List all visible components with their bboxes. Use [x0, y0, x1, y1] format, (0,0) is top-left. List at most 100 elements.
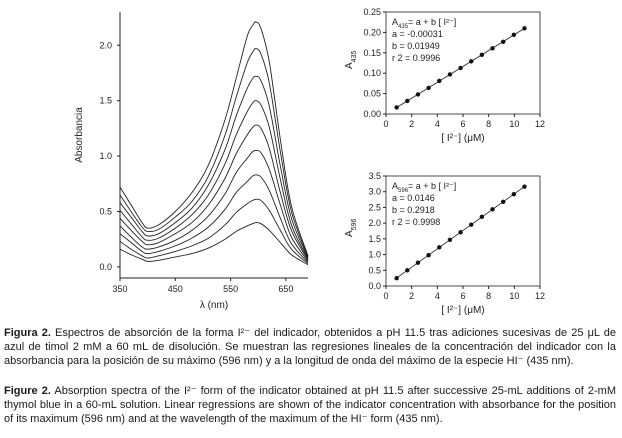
spectrum-line-3	[119, 75, 309, 259]
reg596-data-point	[447, 237, 453, 242]
reg596-y-axis-label: A596	[344, 219, 358, 237]
reg435-data-point	[426, 85, 431, 91]
reg596-y-tick-label: 3.0	[368, 187, 381, 197]
reg435-x-tick-label: 2	[409, 119, 414, 129]
y-tick-label: 1.0	[99, 151, 112, 161]
reg435-x-tick-label: 0	[383, 119, 388, 129]
spectrum-line-6	[119, 150, 309, 262]
reg596-data-point	[437, 245, 442, 250]
spectrum-line-1	[119, 21, 309, 256]
reg435-data-point	[522, 26, 527, 31]
reg596-x-tick-label: 2	[409, 291, 414, 301]
reg435-y-tick-label: 0.00	[363, 109, 381, 119]
reg596-y-tick-label: 2.0	[368, 218, 381, 228]
reg596-y-tick-label: 1.0	[368, 250, 381, 260]
reg596-y-axis-label-subscript: 596	[351, 219, 358, 231]
reg596-y-tick-label: 3.5	[368, 171, 381, 181]
reg596-data-point	[479, 214, 485, 220]
reg435-y-tick-label: 0.05	[363, 89, 381, 99]
reg435-data-point	[479, 52, 485, 58]
reg435-y-tick-label: 0.15	[363, 48, 381, 58]
reg596-x-tick-label: 4	[435, 291, 440, 301]
caption-en-label: Figure 2.	[4, 385, 51, 397]
reg596-x-tick-label: 10	[509, 291, 519, 301]
reg435-data-point	[394, 105, 399, 110]
reg435-x-tick-label: 10	[509, 119, 519, 129]
spectrum-line-2	[119, 48, 309, 258]
caption-en-text: Absorption spectra of the I²⁻ form of th…	[4, 385, 616, 425]
y-tick-label: 0.5	[99, 207, 112, 217]
regression-chart-435: 0 2 4 6 8 10 12 0.00 0.05 0.10 0.15 0.20 0.25 [ I²⁻] …	[344, 7, 545, 144]
x-tick-label: 350	[112, 284, 127, 294]
reg596-x-tick-label: 12	[535, 291, 545, 301]
reg435-stat-line: b = 0.01949	[392, 41, 440, 51]
reg435-y-tick-label: 0.10	[363, 68, 381, 78]
y-tick-label: 2.0	[99, 40, 112, 50]
x-axis-label: λ (nm)	[200, 300, 228, 311]
reg596-y-tick-label: 0.5	[368, 265, 381, 275]
reg435-data-point	[458, 65, 463, 71]
reg596-stat-line: b = 0.2918	[392, 205, 435, 215]
regression-chart-596: 0 2 4 6 8 10 12 0.0 0.5 1.0 1.5 2.0 2.5 3.0 3.5 [ I²⁻] …	[344, 171, 545, 316]
caption-es-label: Figura 2.	[4, 327, 51, 339]
figure-canvas: 350 450 550 650 0.0 0.5 1.0 1.5 2.0 λ (nm) Absorba…	[74, 7, 545, 316]
reg435-y-axis-label: A435	[344, 51, 358, 69]
reg596-x-tick-label: 0	[383, 291, 388, 301]
reg435-x-axis-label: [ I²⁻] (μM)	[441, 133, 484, 144]
reg596-y-tick-label: 1.5	[368, 234, 381, 244]
reg435-data-point	[511, 32, 517, 38]
reg435-data-point	[500, 39, 506, 44]
reg596-y-tick-label: 0.0	[368, 281, 381, 291]
reg596-equation: A596= a + b [ I²⁻]	[392, 181, 456, 194]
reg435-y-tick-label: 0.20	[363, 27, 381, 37]
reg596-data-point	[458, 230, 463, 235]
y-tick-label: 0.0	[99, 262, 112, 272]
caption-english: Figure 2. Absorption spectra of the I²⁻ …	[4, 384, 616, 426]
reg435-y-tick-label: 0.25	[363, 7, 381, 17]
reg596-data-point	[426, 253, 431, 258]
reg596-data-point	[490, 207, 495, 212]
reg435-x-tick-label: 4	[435, 119, 440, 129]
x-tick-label: 650	[278, 284, 293, 294]
reg596-data-point	[511, 192, 517, 197]
reg435-x-tick-label: 8	[486, 119, 491, 129]
spectrum-line-5	[119, 124, 309, 261]
y-axis-label: Absorbancia	[74, 107, 85, 163]
reg596-stat-line: a = 0.0146	[392, 193, 435, 203]
reg435-data-point	[447, 72, 453, 77]
reg435-data-point	[415, 92, 421, 97]
reg435-y-axis-label-subscript: 435	[351, 51, 358, 63]
caption-es-text: Espectros de absorción de la forma I²⁻ d…	[4, 327, 616, 367]
x-tick-label: 450	[168, 284, 183, 294]
reg435-equation-rhs: = a + b [ I²⁻]	[408, 17, 456, 27]
reg435-data-point	[405, 98, 410, 104]
reg435-x-tick-label: 12	[535, 119, 545, 129]
reg596-data-point	[469, 222, 474, 227]
reg596-data-point	[394, 275, 399, 281]
spectrum-line-8	[119, 198, 309, 264]
spectrum-line-4	[119, 100, 309, 260]
reg596-y-tick-label: 2.5	[368, 202, 381, 212]
y-tick-label: 1.5	[99, 96, 112, 106]
reg435-equation-subscript: 435	[398, 24, 409, 30]
reg596-data-point	[415, 260, 421, 265]
reg435-equation: A435= a + b [ I²⁻]	[392, 17, 456, 30]
reg596-x-tick-label: 6	[460, 291, 465, 301]
absorption-spectra-chart: 350 450 550 650 0.0 0.5 1.0 1.5 2.0 λ (nm) Absorba…	[74, 12, 309, 311]
caption-spanish: Figura 2. Espectros de absorción de la f…	[4, 326, 616, 368]
reg596-data-point	[522, 184, 527, 189]
spectrum-line-7	[119, 174, 309, 263]
reg435-plot-frame	[385, 11, 541, 115]
spectrum-line-9	[119, 222, 309, 266]
reg596-equation-subscript: 596	[398, 188, 409, 194]
reg596-equation-rhs: = a + b [ I²⁻]	[408, 181, 456, 191]
reg596-x-axis-label: [ I²⁻] (μM)	[441, 305, 484, 316]
reg435-data-point	[469, 59, 474, 64]
reg435-stat-line: r 2 = 0.9996	[392, 53, 440, 63]
reg596-data-point	[500, 199, 506, 204]
reg596-stat-line: r 2 = 0.9998	[392, 217, 440, 227]
x-tick-label: 550	[223, 284, 238, 294]
reg435-data-point	[437, 78, 442, 84]
reg435-data-point	[490, 46, 495, 51]
reg435-stat-line: a = -0.00031	[392, 29, 443, 39]
